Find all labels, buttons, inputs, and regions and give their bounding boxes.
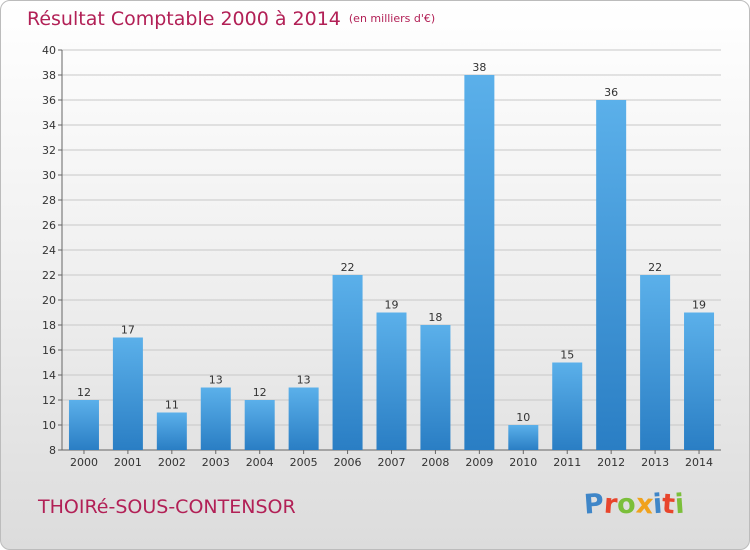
logo-letter: o xyxy=(616,488,637,521)
bar-2008 xyxy=(420,325,451,450)
value-label-2012: 36 xyxy=(604,86,618,99)
x-tick-label-2010: 2010 xyxy=(509,456,537,469)
x-tick-label-2005: 2005 xyxy=(290,456,318,469)
value-label-2014: 19 xyxy=(692,299,706,312)
y-tick-label: 34 xyxy=(42,119,56,132)
bar-2006 xyxy=(332,275,363,450)
y-tick-label: 30 xyxy=(42,169,56,182)
value-label-2004: 12 xyxy=(253,386,267,399)
chart-title: Résultat Comptable 2000 à 2014 (en millie… xyxy=(27,8,435,30)
y-tick-label: 16 xyxy=(42,344,56,357)
y-tick-label: 20 xyxy=(42,294,56,307)
value-label-2010: 10 xyxy=(516,411,530,424)
value-label-2013: 22 xyxy=(648,261,662,274)
value-label-2005: 13 xyxy=(297,374,311,387)
value-label-2001: 17 xyxy=(121,324,135,337)
bar-2000 xyxy=(68,400,99,450)
bar-2005 xyxy=(288,387,319,450)
y-tick-label: 40 xyxy=(42,44,56,57)
y-tick-label: 10 xyxy=(42,419,56,432)
bar-2009 xyxy=(464,75,495,450)
y-tick-label: 8 xyxy=(49,444,56,457)
bar-2004 xyxy=(244,400,275,450)
y-tick-label: 26 xyxy=(42,219,56,232)
x-tick-label-2004: 2004 xyxy=(246,456,274,469)
bar-2010 xyxy=(508,425,539,450)
x-tick-label-2014: 2014 xyxy=(685,456,713,469)
bar-2002 xyxy=(156,412,187,450)
y-tick-label: 12 xyxy=(42,394,56,407)
x-tick-label-2012: 2012 xyxy=(597,456,625,469)
x-tick-label-2009: 2009 xyxy=(465,456,493,469)
value-label-2002: 11 xyxy=(165,399,179,412)
x-tick-label-2002: 2002 xyxy=(158,456,186,469)
value-label-2003: 13 xyxy=(209,374,223,387)
bar-2012 xyxy=(596,100,627,450)
bar-2001 xyxy=(112,337,143,450)
y-tick-label: 24 xyxy=(42,244,56,257)
x-tick-label-2003: 2003 xyxy=(202,456,230,469)
commune-name: THOIRé-SOUS-CONTENSOR xyxy=(38,496,296,518)
y-tick-label: 32 xyxy=(42,144,56,157)
value-label-2006: 22 xyxy=(341,261,355,274)
x-tick-label-2007: 2007 xyxy=(378,456,406,469)
x-tick-label-2011: 2011 xyxy=(553,456,581,469)
bars xyxy=(68,75,715,450)
bar-2011 xyxy=(552,362,583,450)
x-tick-label-2008: 2008 xyxy=(421,456,449,469)
bar-2013 xyxy=(640,275,671,450)
value-label-2008: 18 xyxy=(428,311,442,324)
x-tick-label-2001: 2001 xyxy=(114,456,142,469)
logo-letter: i xyxy=(674,488,686,521)
y-tick-label: 22 xyxy=(42,269,56,282)
value-labels: 12 17 11 13 12 13 22 19 18 38 10 15 36 22 19 xyxy=(77,61,706,424)
y-tick-label: 28 xyxy=(42,194,56,207)
chart-title-text: Résultat Comptable 2000 à 2014 xyxy=(27,8,341,30)
y-tick-label: 36 xyxy=(42,94,56,107)
value-label-2011: 15 xyxy=(560,349,574,362)
bar-2007 xyxy=(376,312,407,450)
value-label-2000: 12 xyxy=(77,386,91,399)
bar-2014 xyxy=(684,312,715,450)
x-tick-label-2006: 2006 xyxy=(334,456,362,469)
y-tick-label: 38 xyxy=(42,69,56,82)
logo-letter: P xyxy=(582,488,605,521)
y-tick-label: 14 xyxy=(42,369,56,382)
bar-2003 xyxy=(200,387,231,450)
x-tick-label-2013: 2013 xyxy=(641,456,669,469)
value-label-2009: 38 xyxy=(472,61,486,74)
axes: 8 10 12 14 16 18 20 22 24 26 28 30 32 34 36 38 40 2000 200… xyxy=(42,44,721,469)
x-tick-label-2000: 2000 xyxy=(70,456,98,469)
y-tick-label: 18 xyxy=(42,319,56,332)
value-label-2007: 19 xyxy=(385,299,399,312)
chart-subtitle: (en milliers d'€) xyxy=(348,12,436,25)
proxiti-logo: Proxiti xyxy=(582,488,686,521)
